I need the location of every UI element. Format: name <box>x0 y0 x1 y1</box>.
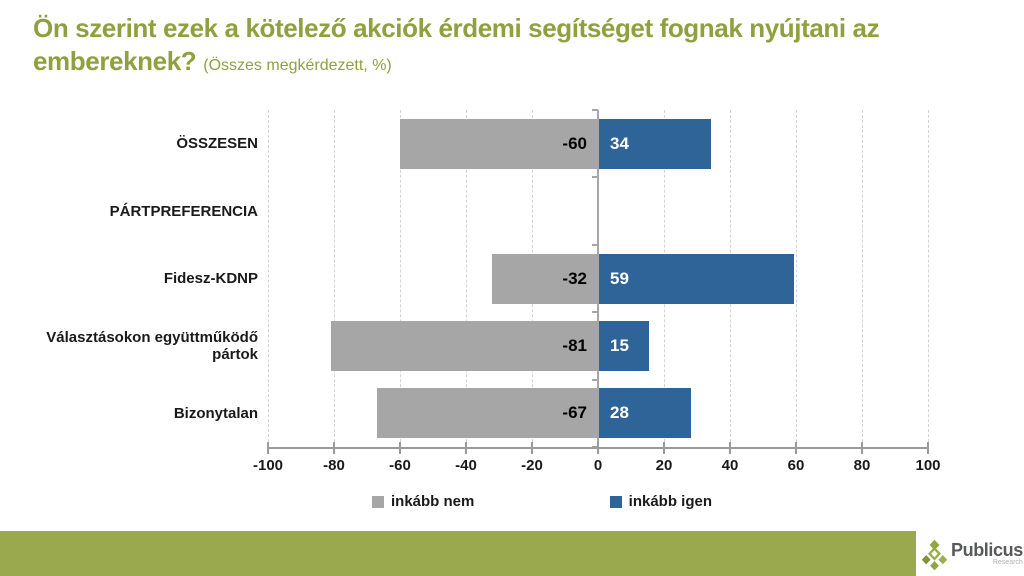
x-tick-label: -60 <box>389 457 411 474</box>
x-tick-label: -20 <box>521 457 543 474</box>
x-axis-tick <box>531 442 533 454</box>
brand-subtitle: Research <box>992 558 1023 566</box>
bar-segment: 28 <box>599 388 692 439</box>
zero-axis-tick <box>592 176 598 179</box>
x-axis-tick <box>597 442 599 454</box>
x-tick-label: -100 <box>252 457 284 474</box>
x-tick-label: 60 <box>787 457 805 474</box>
bar-segment: -60 <box>400 118 598 169</box>
bar-value-label: -32 <box>562 268 587 288</box>
title-line-2: embereknek? <box>33 46 197 76</box>
zero-axis-tick <box>592 243 598 246</box>
legend-item: inkább igen <box>609 493 712 510</box>
bar-value-label: -60 <box>562 133 587 153</box>
category-label: PÁRTPREFERENCIA <box>109 202 258 220</box>
x-tick-label: 20 <box>655 457 673 474</box>
title-suffix: (Összes megkérdezett, %) <box>203 57 392 74</box>
zero-axis-tick <box>592 109 598 111</box>
legend-label: inkább igen <box>628 493 712 510</box>
bar-segment: 15 <box>599 320 649 371</box>
bar-value-label: 34 <box>610 133 629 153</box>
x-axis-tick <box>861 442 863 454</box>
x-axis-tick <box>465 442 467 454</box>
bar-segment: 59 <box>599 253 794 304</box>
legend-swatch-icon <box>372 495 384 508</box>
diamond-cluster-icon <box>921 539 948 570</box>
bar-segment: -32 <box>492 253 598 304</box>
x-tick-label: 0 <box>593 457 603 474</box>
legend-label: inkább nem <box>391 493 475 510</box>
gridline--100 <box>268 110 269 447</box>
zero-axis-tick <box>592 311 598 314</box>
bar-value-label: -81 <box>562 335 587 355</box>
x-axis-tick <box>399 442 401 454</box>
gridline-80 <box>862 110 863 447</box>
legend-swatch-icon <box>609 495 622 508</box>
category-label: Választásokon együttműködő pártok <box>46 328 258 363</box>
gridline--40 <box>466 110 467 447</box>
category-label: ÖSSZESEN <box>176 135 258 153</box>
chart-legend: inkább nem inkább igen <box>372 493 712 510</box>
x-axis-tick <box>333 442 335 454</box>
bar-value-label: 15 <box>610 335 629 355</box>
gridline-60 <box>796 110 797 447</box>
x-axis-tick <box>729 442 731 454</box>
legend-item: inkább nem <box>372 493 474 510</box>
x-axis-tick <box>663 442 665 454</box>
gridline--60 <box>400 110 401 447</box>
x-axis-tick <box>795 442 797 454</box>
x-axis-tick <box>927 442 929 454</box>
bar-value-label: -67 <box>562 403 587 423</box>
x-tick-label: 80 <box>853 457 871 474</box>
bar-value-label: 59 <box>610 268 629 288</box>
zero-axis-line <box>597 110 599 447</box>
logo-text: Publicus Research <box>951 541 1023 567</box>
x-tick-label: 40 <box>721 457 739 474</box>
gridline--80 <box>334 110 335 447</box>
x-tick-label: -40 <box>455 457 477 474</box>
x-tick-label: 100 <box>915 457 941 474</box>
brand-name: Publicus <box>951 539 1023 560</box>
zero-axis-tick <box>592 378 598 381</box>
bar-segment: -81 <box>330 320 598 371</box>
bar-segment: -67 <box>376 388 598 439</box>
gridline-100 <box>928 110 929 447</box>
x-tick-label: -80 <box>323 457 345 474</box>
bar-segment: 34 <box>599 118 712 169</box>
category-label: Fidesz-KDNP <box>163 269 258 287</box>
publicus-logo: Publicus Research <box>916 531 1024 576</box>
bar-value-label: 28 <box>610 403 629 423</box>
footer-accent-bar <box>0 531 916 576</box>
x-axis-tick <box>267 442 269 454</box>
page-title: Ön szerint ezek a kötelező akciók érdemi… <box>33 12 993 82</box>
title-line-1: Ön szerint ezek a kötelező akciók érdemi… <box>33 13 880 43</box>
category-label: Bizonytalan <box>173 404 258 422</box>
